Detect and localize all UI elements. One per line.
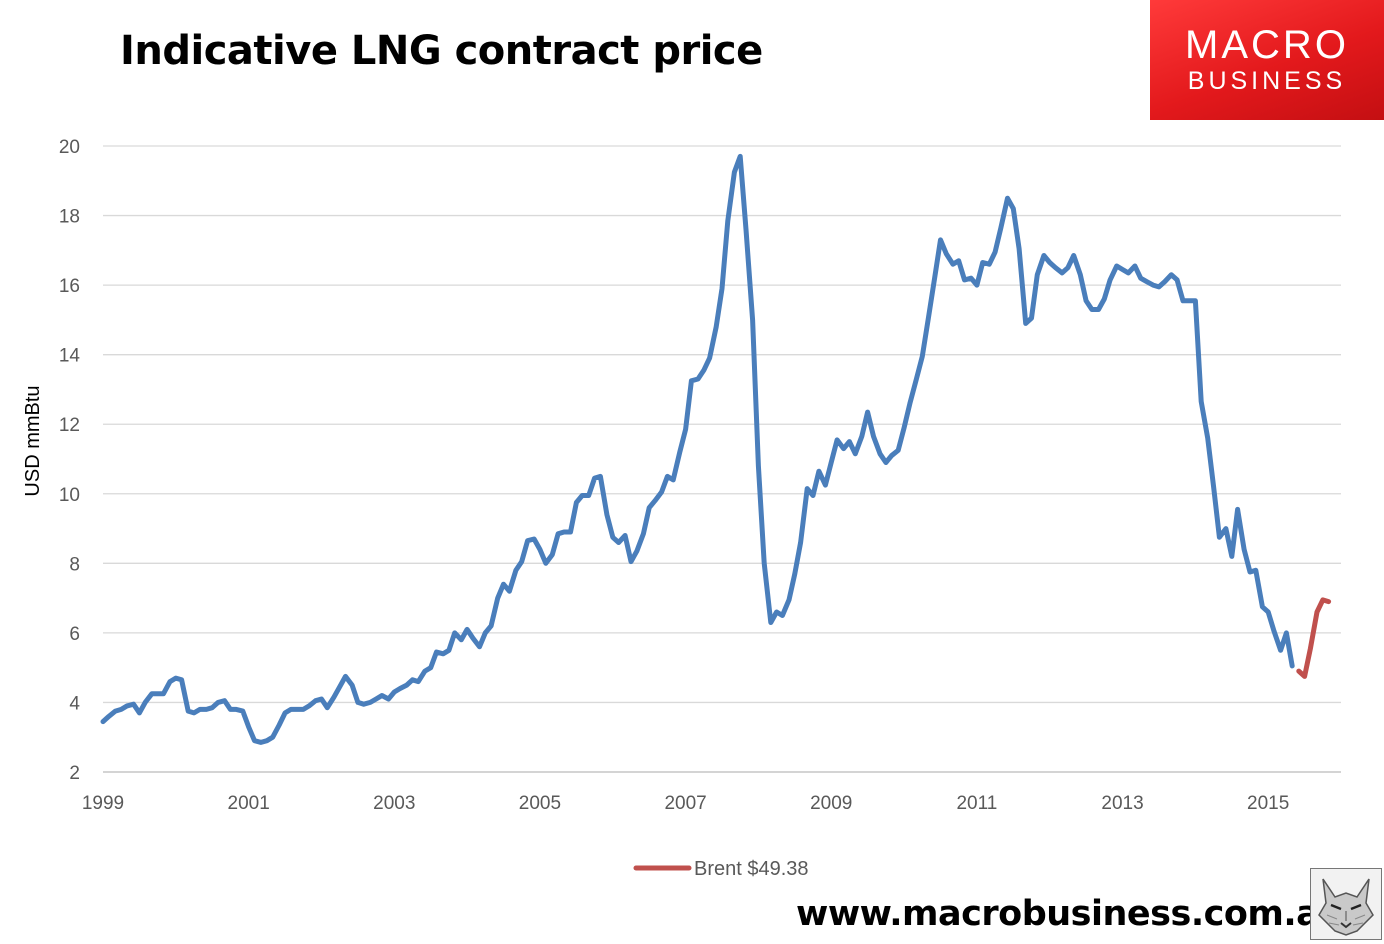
series-line-1 (100, 153, 1295, 745)
logo-text-bottom: BUSINESS (1187, 67, 1347, 95)
y-axis-label: USD mmBtu (22, 385, 44, 496)
y-tick-label: 4 (69, 693, 80, 714)
y-tick-label: 16 (59, 276, 80, 297)
y-tick-label: 14 (59, 346, 81, 367)
x-tick-label: 2015 (1247, 793, 1289, 814)
legend-label: Brent $49.38 (694, 858, 809, 880)
x-tick-label: 2005 (519, 793, 561, 814)
x-tick-label: 2013 (1101, 793, 1143, 814)
website-url[interactable]: www.macrobusiness.com.au (796, 894, 1344, 934)
y-tick-label: 2 (69, 763, 80, 784)
y-tick-label: 12 (59, 415, 80, 436)
y-tick-label: 18 (59, 207, 80, 228)
wolf-mascot-icon (1310, 868, 1382, 940)
macrobusiness-logo[interactable]: MACRO BUSINESS (1150, 0, 1384, 120)
y-tick-label: 6 (69, 624, 80, 645)
y-tick-label: 10 (59, 485, 80, 506)
y-tick-label: 8 (69, 554, 80, 575)
x-tick-label: 2003 (373, 793, 415, 814)
x-tick-label: 1999 (82, 793, 124, 814)
series-line-2 (1296, 597, 1332, 679)
page-title: Indicative LNG contract price (120, 28, 763, 74)
x-tick-label: 2009 (810, 793, 852, 814)
x-tick-label: 2001 (228, 793, 270, 814)
x-tick-label: 2011 (956, 793, 997, 814)
x-tick-label: 2007 (664, 793, 706, 814)
y-tick-label: 20 (59, 137, 80, 158)
logo-text-top: MACRO (1185, 23, 1349, 67)
